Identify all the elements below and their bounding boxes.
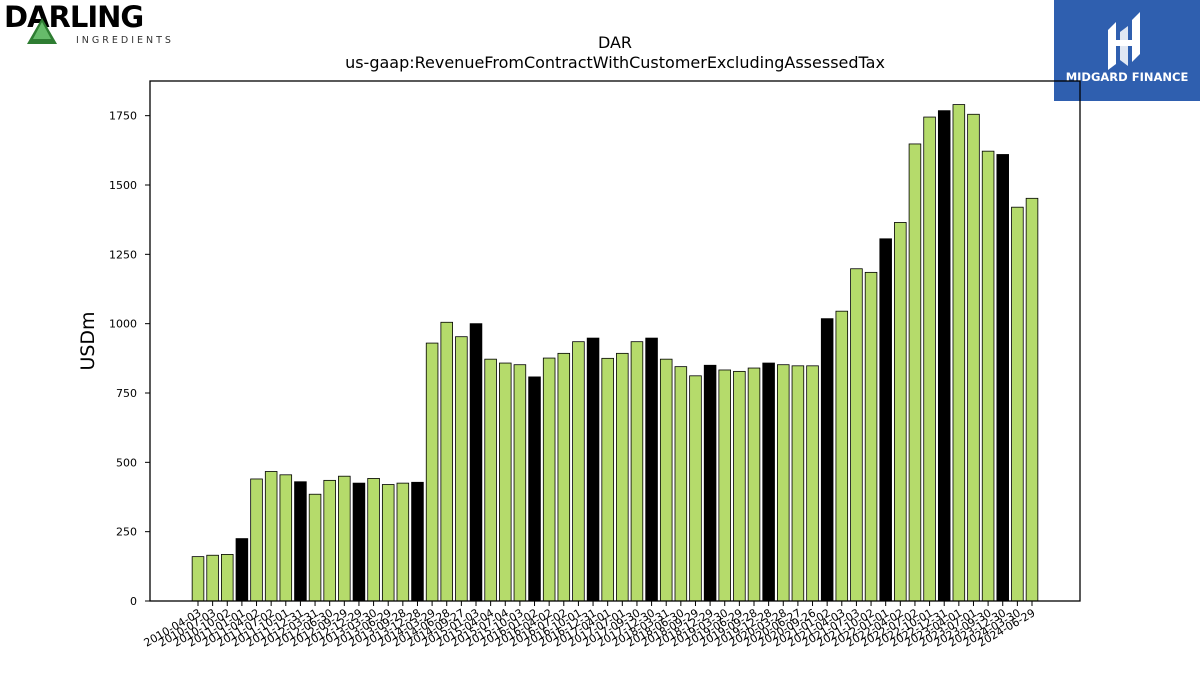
bar-2012-09-29	[338, 475, 351, 602]
chart-subtitle: us-gaap:RevenueFromContractWithCustomerE…	[345, 53, 885, 72]
bar-2023-04-01	[952, 104, 966, 602]
bar-2015-07-04	[499, 362, 512, 602]
bar-2018-09-29	[689, 375, 702, 602]
bar-2014-09-27	[455, 336, 468, 602]
bar-2010-10-02	[221, 554, 234, 602]
bar-2011-01-01	[235, 538, 249, 602]
bar-2014-06-28	[440, 321, 453, 602]
bar-2012-12-29	[352, 482, 366, 602]
bar-2021-04-03	[835, 310, 849, 602]
y-axis-label: USDm	[77, 311, 99, 370]
y-tick-label: 0	[130, 595, 137, 608]
bar-2016-07-02	[557, 352, 571, 602]
bar-2019-06-29	[733, 370, 746, 602]
bar-2016-01-02	[528, 376, 541, 602]
bar-2011-10-01	[279, 474, 293, 602]
bar-2011-04-02	[250, 478, 263, 602]
bar-2013-03-30	[367, 478, 380, 602]
bar-2022-01-01	[879, 238, 892, 602]
darling-logo-triangle-highlight	[33, 22, 51, 39]
bar-2018-06-30	[674, 366, 688, 602]
bar-2014-03-29	[425, 342, 439, 602]
bar-2020-09-26	[806, 365, 819, 602]
midgard-logo-mark	[1108, 12, 1140, 70]
bar-2024-03-30	[1011, 206, 1024, 602]
bar-2019-03-30	[718, 369, 731, 602]
chart-title: DAR	[598, 33, 632, 52]
bar-2022-07-02	[908, 143, 922, 602]
midgard-finance-logo: MIDGARD FINANCE	[1054, 0, 1200, 101]
bar-2010-04-03	[191, 556, 205, 602]
bar-2011-12-31	[294, 481, 307, 602]
bar-2015-04-04	[484, 358, 497, 602]
bar-2021-01-02	[820, 318, 834, 602]
bar-2017-04-01	[601, 357, 614, 602]
bar-2021-07-03	[850, 268, 863, 602]
y-tick-label: 1000	[109, 318, 137, 331]
y-tick-label: 1500	[109, 179, 137, 192]
bar-2016-04-02	[542, 357, 556, 602]
bar-2019-12-28	[762, 362, 775, 602]
bar-2013-12-28	[411, 481, 424, 602]
bar-2024-06-29	[1025, 197, 1039, 602]
y-tick-label: 500	[116, 456, 137, 469]
bar-2023-12-30	[996, 154, 1009, 602]
bar-2017-12-30	[645, 337, 658, 602]
bar-2020-06-27	[791, 365, 805, 602]
darling-ingredients-logo: DARLING INGREDIENTS	[0, 0, 180, 50]
bar-2018-12-29	[703, 364, 717, 602]
bar-2023-07-01	[967, 113, 980, 602]
y-tick-label: 1750	[109, 110, 137, 123]
bar-2018-03-31	[659, 358, 673, 602]
darling-logo-subtitle: INGREDIENTS	[76, 35, 174, 46]
y-axis: 0 250 500 750 1000 1250 1500 1750	[109, 110, 150, 608]
bar-2023-09-30	[981, 150, 995, 602]
darling-logo-wordmark: DARLING	[4, 0, 143, 34]
bar-2010-07-03	[206, 554, 219, 602]
bar-2020-03-28	[777, 364, 790, 602]
bar-2011-07-02	[264, 471, 278, 602]
bar-2019-09-28	[747, 367, 761, 602]
bar-2021-10-02	[864, 271, 878, 602]
bar-2013-06-29	[381, 484, 395, 602]
bar-2016-12-31	[586, 337, 600, 602]
bar-2012-06-30	[323, 479, 336, 602]
x-axis: 2010-04-032010-07-032010-10-022011-01-01…	[142, 601, 1038, 650]
bar-2022-10-01	[923, 116, 936, 602]
y-tick-label: 250	[116, 526, 137, 539]
bar-2016-10-01	[572, 341, 585, 602]
y-tick-label: 1250	[109, 248, 137, 261]
bar-2015-10-03	[513, 364, 527, 602]
bar-2012-03-31	[308, 493, 322, 602]
y-tick-label: 750	[116, 387, 137, 400]
bar-2013-09-28	[396, 482, 410, 602]
bars-group	[191, 104, 1039, 602]
bar-2015-01-03	[469, 323, 483, 602]
bar-2022-04-02	[894, 222, 907, 602]
bar-2017-07-01	[616, 352, 629, 602]
plot-frame	[149, 80, 1081, 602]
midgard-logo-wordmark: MIDGARD FINANCE	[1066, 70, 1189, 84]
bar-2017-09-30	[630, 341, 644, 602]
bar-2022-12-31	[937, 110, 951, 602]
